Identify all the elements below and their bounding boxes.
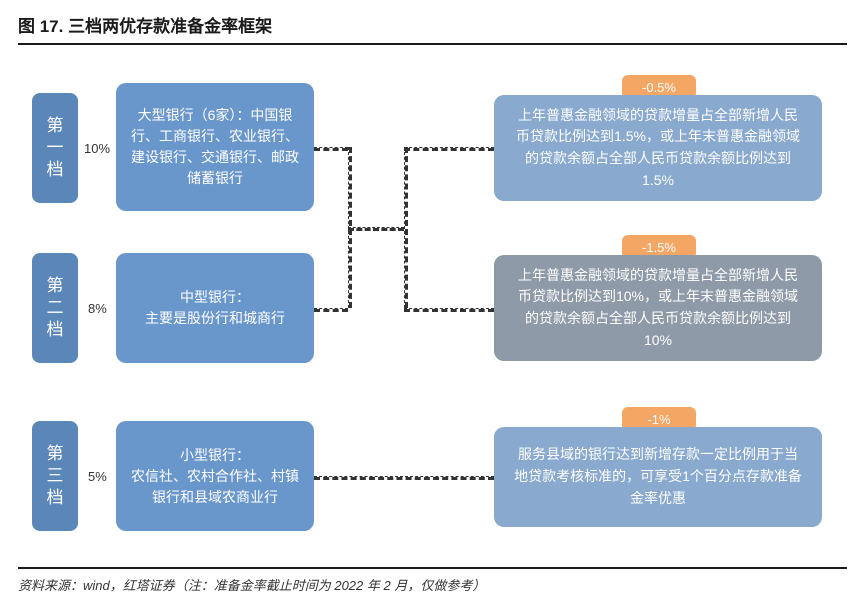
chart-title: 图 17. 三档两优存款准备金率框架 xyxy=(18,17,272,36)
right-box-3-text: 服务县域的银行达到新增存款一定比例用于当地贷款考核标准的，可享受1个百分点存款准… xyxy=(512,444,804,509)
tier2-bank-box: 中型银行： 主要是股份行和城商行 xyxy=(116,253,314,363)
tier2-label: 第二档 xyxy=(32,253,78,363)
right-box-2-text: 上年普惠金融领域的贷款增量占全部新增人民币贷款比例达到10%，或上年末普惠金融领… xyxy=(512,265,804,352)
tier3-bank-box: 小型银行： 农信社、农村合作社、村镇银行和县域农商业行 xyxy=(116,421,314,531)
tier1-label: 第一档 xyxy=(32,93,78,203)
diagram-area: 第一档 10% 大型银行（6家）：中国银行、工商银行、农业银行、建设银行、交通银… xyxy=(18,63,847,543)
tier1-rate: 10% xyxy=(84,141,110,156)
tier1-label-text: 第一档 xyxy=(47,115,64,181)
footer-source: 资料来源：wind，红塔证券（注：准备金率截止时间为 2022 年 2 月，仅做… xyxy=(18,567,847,594)
conn-r1-in xyxy=(404,147,494,151)
right-box-2: 上年普惠金融领域的贷款增量占全部新增人民币贷款比例达到10%，或上年末普惠金融领… xyxy=(494,255,822,361)
title-row: 图 17. 三档两优存款准备金率框架 xyxy=(18,12,847,45)
tier2-rate: 8% xyxy=(88,301,107,316)
tier1-bank-text: 大型银行（6家）：中国银行、工商银行、农业银行、建设银行、交通银行、邮政储蓄银行 xyxy=(130,105,300,189)
conn-t3 xyxy=(314,476,494,480)
conn-r2-in xyxy=(404,308,494,312)
conn-mid-h xyxy=(348,227,404,231)
tier3-bank-text: 小型银行： 农信社、农村合作社、村镇银行和县域农商业行 xyxy=(130,445,300,508)
conn-t1-out xyxy=(314,147,348,151)
right-box-3: 服务县域的银行达到新增存款一定比例用于当地贷款考核标准的，可享受1个百分点存款准… xyxy=(494,427,822,527)
conn-t2-out xyxy=(314,308,348,312)
tier3-label-text: 第三档 xyxy=(47,443,64,509)
tier3-label: 第三档 xyxy=(32,421,78,531)
tier2-bank-text: 中型银行： 主要是股份行和城商行 xyxy=(145,287,285,329)
tier2-label-text: 第二档 xyxy=(47,275,64,341)
right-box-1-text: 上年普惠金融领域的贷款增量占全部新增人民币贷款比例达到1.5%，或上年末普惠金融… xyxy=(512,105,804,192)
tier3-rate: 5% xyxy=(88,469,107,484)
tier1-bank-box: 大型银行（6家）：中国银行、工商银行、农业银行、建设银行、交通银行、邮政储蓄银行 xyxy=(116,83,314,211)
right-box-1: 上年普惠金融领域的贷款增量占全部新增人民币贷款比例达到1.5%，或上年末普惠金融… xyxy=(494,95,822,201)
conn-split-v xyxy=(404,147,408,308)
